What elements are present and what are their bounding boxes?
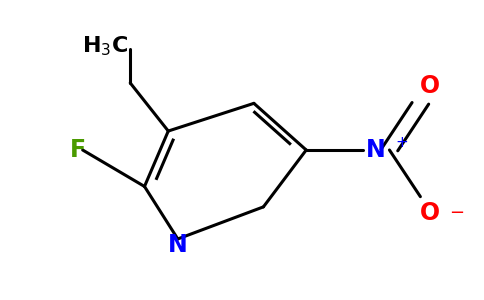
Text: F: F [70, 138, 86, 162]
Text: H$_3$C: H$_3$C [82, 35, 128, 58]
Text: +: + [395, 135, 408, 150]
Text: O: O [420, 74, 440, 98]
Text: N: N [366, 138, 385, 162]
Text: N: N [168, 233, 188, 257]
Text: O: O [420, 201, 440, 225]
Text: −: − [449, 204, 464, 222]
